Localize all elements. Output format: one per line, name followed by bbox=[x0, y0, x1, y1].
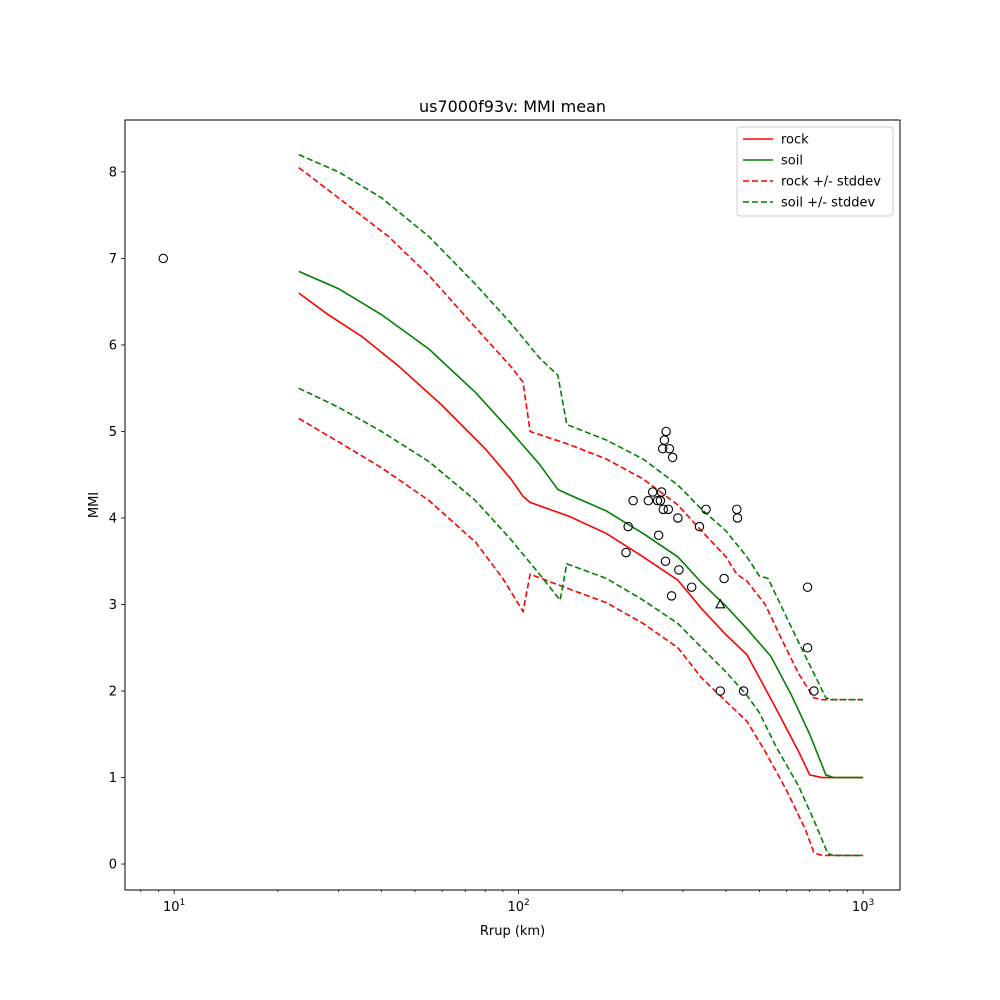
observation-circle bbox=[643, 495, 654, 506]
y-tick-label: 7 bbox=[109, 252, 117, 267]
observation-circle bbox=[715, 686, 726, 696]
y-tick-label: 2 bbox=[109, 685, 117, 700]
observation-circle bbox=[653, 530, 664, 541]
legend: rock soil rock +/- stddev soil +/- stddev bbox=[736, 126, 894, 217]
observation-circle bbox=[686, 582, 697, 592]
y-tick-label: 0 bbox=[109, 858, 117, 873]
observation-circle bbox=[657, 444, 668, 454]
plot-area bbox=[124, 119, 901, 891]
observation-circle bbox=[658, 504, 669, 515]
series-line-2 bbox=[298, 166, 864, 701]
x-tick-label: 102 bbox=[507, 898, 529, 915]
observation-circle bbox=[628, 495, 638, 506]
x-axis-label: Rrup (km) bbox=[480, 924, 545, 939]
observation-circle bbox=[802, 642, 813, 653]
observation-circle bbox=[656, 487, 667, 497]
observation-circle bbox=[664, 444, 675, 454]
legend-label-1: soil bbox=[781, 154, 803, 169]
legend-label-2: rock +/- stddev bbox=[781, 175, 881, 190]
series-line-1 bbox=[298, 270, 864, 779]
series-line-0 bbox=[298, 292, 864, 779]
observation-circle bbox=[809, 686, 819, 696]
observation-circle bbox=[667, 452, 678, 463]
y-axis-label: MMI bbox=[87, 492, 102, 518]
observation-circle bbox=[158, 253, 169, 264]
y-tick-label: 5 bbox=[109, 425, 117, 440]
legend-label-0: rock bbox=[781, 133, 809, 148]
observation-circle bbox=[802, 582, 813, 592]
y-tick-label: 8 bbox=[109, 165, 117, 180]
observation-points bbox=[158, 253, 819, 696]
legend-label-3: soil +/- stddev bbox=[781, 196, 876, 211]
observation-circle bbox=[652, 495, 663, 506]
observation-circle bbox=[666, 591, 677, 601]
series-line-3 bbox=[298, 417, 864, 857]
observation-circle bbox=[660, 556, 671, 566]
observation-triangle bbox=[715, 598, 726, 609]
plot-frame bbox=[124, 119, 901, 891]
x-axis: 101 102 103 bbox=[140, 890, 874, 915]
y-tick-label: 3 bbox=[109, 598, 117, 613]
y-tick-label: 1 bbox=[109, 771, 117, 786]
observation-circle bbox=[719, 573, 729, 584]
series-line-4 bbox=[298, 153, 864, 701]
y-tick-label: 4 bbox=[109, 511, 117, 526]
observation-circle bbox=[738, 686, 749, 696]
observation-circle bbox=[661, 426, 671, 437]
x-tick-label: 103 bbox=[852, 898, 874, 915]
observation-circle bbox=[673, 513, 683, 523]
observation-circle bbox=[732, 513, 743, 523]
observation-circle bbox=[659, 435, 670, 445]
legend-box bbox=[736, 126, 894, 217]
y-axis: 0 1 2 3 4 5 6 7 8 bbox=[109, 165, 125, 873]
chart-title: us7000f93v: MMI mean bbox=[419, 97, 606, 116]
observation-circle bbox=[623, 521, 633, 532]
series-line-5 bbox=[298, 387, 864, 857]
x-tick-label: 101 bbox=[163, 898, 185, 915]
observation-circle bbox=[694, 521, 705, 532]
y-tick-label: 6 bbox=[109, 338, 117, 353]
observation-circle bbox=[621, 547, 631, 558]
series-layer bbox=[298, 153, 864, 857]
observation-circle bbox=[701, 504, 711, 515]
observation-circle bbox=[663, 504, 674, 515]
observation-circle bbox=[674, 565, 684, 575]
